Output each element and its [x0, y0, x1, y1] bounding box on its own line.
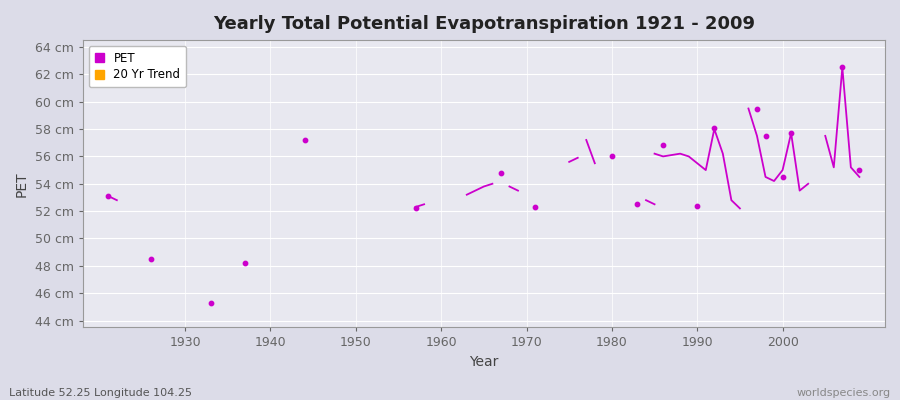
Point — [494, 170, 508, 176]
Point — [144, 256, 158, 262]
Title: Yearly Total Potential Evapotranspiration 1921 - 2009: Yearly Total Potential Evapotranspiratio… — [213, 15, 755, 33]
Point — [630, 201, 644, 208]
Legend: PET, 20 Yr Trend: PET, 20 Yr Trend — [88, 46, 186, 87]
Point — [656, 142, 670, 149]
Point — [297, 137, 311, 143]
Y-axis label: PET: PET — [15, 171, 29, 196]
Point — [690, 202, 705, 209]
Point — [750, 105, 764, 112]
Point — [835, 64, 850, 71]
Point — [238, 260, 252, 266]
Point — [776, 174, 790, 180]
Point — [759, 133, 773, 139]
Point — [784, 130, 798, 136]
Point — [528, 204, 543, 210]
Text: Latitude 52.25 Longitude 104.25: Latitude 52.25 Longitude 104.25 — [9, 388, 192, 398]
Point — [707, 124, 722, 131]
Point — [101, 193, 115, 199]
Point — [409, 205, 423, 212]
X-axis label: Year: Year — [469, 355, 499, 369]
Text: worldspecies.org: worldspecies.org — [796, 388, 891, 398]
Point — [605, 153, 619, 160]
Point — [203, 300, 218, 306]
Point — [852, 167, 867, 173]
